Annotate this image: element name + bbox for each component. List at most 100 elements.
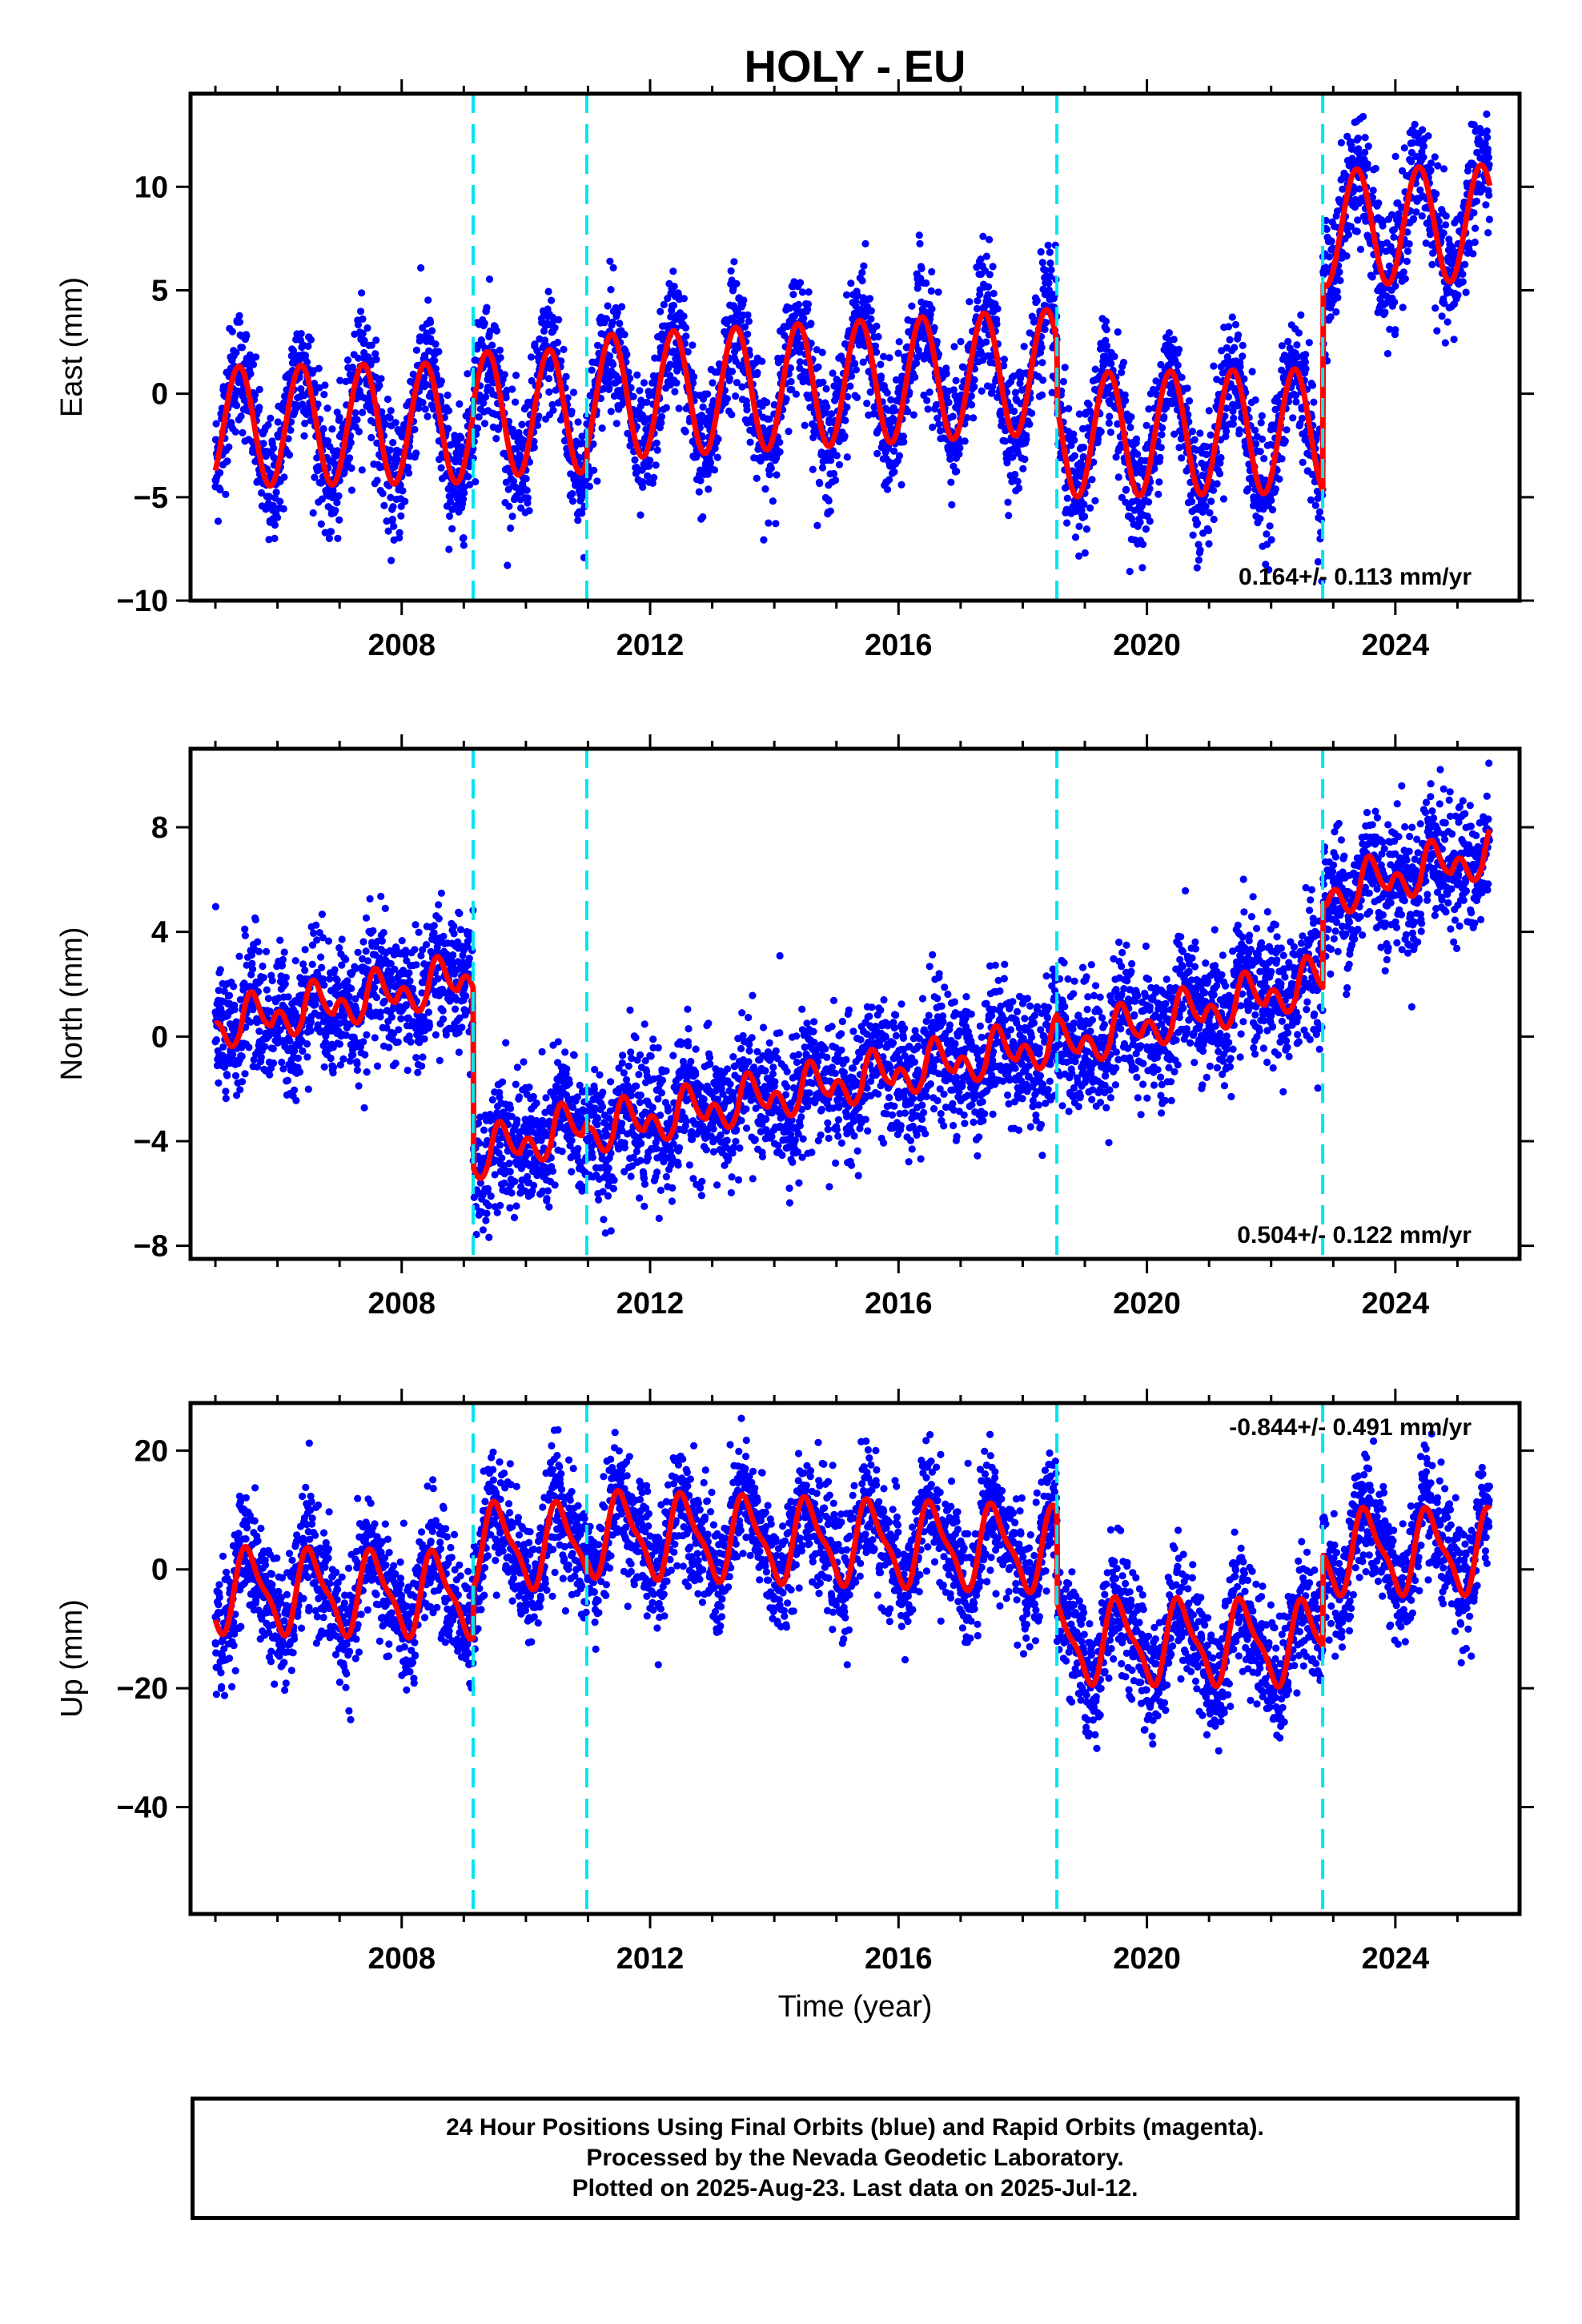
data-point: [1038, 344, 1046, 352]
data-point: [533, 347, 541, 355]
data-point: [222, 1095, 230, 1103]
data-point: [957, 337, 965, 346]
data-point: [989, 263, 997, 271]
data-point: [1195, 556, 1203, 565]
data-point: [1401, 275, 1409, 283]
data-point: [825, 497, 833, 505]
data-point: [1010, 407, 1018, 416]
data-point: [1039, 376, 1047, 384]
data-point: [915, 231, 923, 239]
data-point: [1418, 212, 1426, 220]
data-point: [1432, 190, 1440, 198]
data-point: [690, 372, 698, 381]
data-point: [524, 494, 532, 502]
data-point: [733, 308, 742, 316]
data-point: [776, 438, 784, 446]
data-point: [695, 488, 703, 496]
data-point: [794, 300, 803, 308]
data-point: [753, 368, 761, 376]
data-point: [508, 385, 516, 393]
data-point: [335, 413, 343, 421]
data-point: [745, 317, 753, 325]
data-point: [662, 404, 671, 412]
data-point: [787, 377, 795, 386]
data-point: [1426, 231, 1434, 239]
data-point: [1228, 313, 1236, 321]
data-point: [231, 428, 239, 436]
data-point: [412, 346, 421, 354]
data-point: [535, 412, 543, 420]
data-point: [982, 338, 990, 346]
data-point: [391, 419, 400, 427]
data-point: [1061, 364, 1069, 372]
data-point: [460, 541, 468, 549]
data-point: [533, 421, 542, 429]
data-point: [895, 338, 903, 346]
data-point: [527, 353, 536, 361]
data-point: [1371, 164, 1379, 172]
data-point: [1142, 525, 1150, 533]
data-point: [480, 320, 488, 328]
data-point: [1020, 343, 1028, 351]
data-point: [861, 239, 869, 247]
data-point: [1461, 260, 1469, 268]
data-point: [1178, 454, 1186, 462]
data-point: [800, 314, 808, 322]
data-point: [356, 308, 365, 316]
data-point: [1091, 365, 1099, 373]
data-point: [315, 364, 323, 372]
data-point: [1102, 342, 1111, 350]
data-point: [354, 320, 362, 329]
data-point: [1485, 191, 1493, 199]
data-point: [732, 392, 740, 400]
data-point: [283, 1076, 291, 1084]
data-point: [669, 301, 678, 309]
data-point: [389, 503, 397, 511]
data-point: [593, 477, 601, 485]
data-point: [1433, 327, 1441, 335]
data-point: [456, 400, 464, 408]
data-point: [727, 267, 735, 275]
data-point: [763, 398, 771, 407]
data-point: [846, 382, 854, 390]
data-point: [271, 521, 279, 529]
data-point: [319, 424, 327, 433]
data-point: [894, 349, 902, 357]
data-point: [1138, 564, 1146, 572]
data-point: [609, 263, 617, 271]
data-point: [1260, 455, 1268, 463]
data-point: [835, 460, 844, 468]
data-point: [1158, 424, 1166, 432]
data-point: [232, 348, 240, 356]
data-point: [1080, 444, 1088, 452]
data-point: [1014, 477, 1022, 485]
data-point: [353, 416, 361, 424]
data-point: [447, 498, 455, 506]
data-point: [982, 252, 990, 260]
data-point: [547, 364, 555, 372]
data-point: [335, 516, 343, 524]
data-point: [548, 400, 556, 408]
data-point: [1114, 328, 1122, 336]
data-point: [292, 1096, 300, 1104]
data-point: [1405, 240, 1413, 248]
series-point: [615, 328, 623, 336]
data-point: [1046, 259, 1054, 267]
data-point: [1403, 257, 1411, 265]
series-point: [926, 300, 934, 309]
data-point: [507, 524, 515, 533]
data-point: [646, 456, 654, 464]
data-point: [1472, 224, 1480, 232]
data-point: [359, 329, 367, 337]
data-point: [1399, 268, 1407, 276]
data-point: [885, 354, 893, 362]
data-point: [1230, 414, 1238, 422]
data-point: [660, 300, 668, 308]
data-point: [607, 408, 615, 416]
data-point: [804, 300, 813, 308]
data-point: [640, 379, 648, 387]
data-point: [1097, 428, 1105, 436]
data-point: [648, 479, 656, 488]
data-point: [1170, 336, 1178, 344]
data-point: [1207, 431, 1215, 439]
